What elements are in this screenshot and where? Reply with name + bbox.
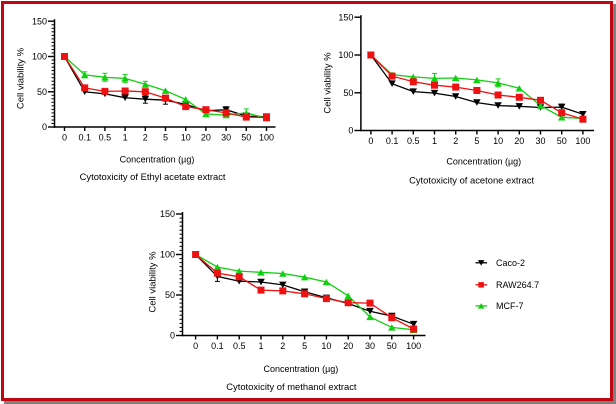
svg-text:0: 0 <box>42 122 47 132</box>
svg-text:150: 150 <box>338 12 353 22</box>
svg-text:100: 100 <box>406 341 421 351</box>
svg-text:30: 30 <box>365 341 375 351</box>
svg-text:0: 0 <box>368 136 373 146</box>
svg-text:10: 10 <box>181 133 191 143</box>
svg-text:100: 100 <box>160 250 175 260</box>
svg-text:RAW264.7: RAW264.7 <box>496 280 539 290</box>
svg-text:20: 20 <box>343 341 353 351</box>
svg-text:1: 1 <box>258 341 263 351</box>
svg-text:0.1: 0.1 <box>78 133 91 143</box>
svg-text:50: 50 <box>557 136 567 146</box>
svg-text:Concentration (µg): Concentration (µg) <box>446 156 521 166</box>
svg-text:MCF-7: MCF-7 <box>496 301 524 311</box>
svg-text:10: 10 <box>321 341 331 351</box>
svg-text:50: 50 <box>165 290 175 300</box>
svg-text:100: 100 <box>32 52 47 62</box>
svg-text:0.5: 0.5 <box>233 341 246 351</box>
svg-text:50: 50 <box>343 88 353 98</box>
svg-text:10: 10 <box>493 136 503 146</box>
svg-text:5: 5 <box>163 133 168 143</box>
svg-text:2: 2 <box>453 136 458 146</box>
svg-text:2: 2 <box>143 133 148 143</box>
svg-text:Concentration (µg): Concentration (µg) <box>264 364 339 374</box>
svg-text:50: 50 <box>37 87 47 97</box>
svg-text:0: 0 <box>348 126 353 136</box>
svg-text:20: 20 <box>514 136 524 146</box>
svg-text:Caco-2: Caco-2 <box>496 258 525 268</box>
svg-text:0.5: 0.5 <box>99 133 112 143</box>
svg-text:1: 1 <box>432 136 437 146</box>
svg-text:0.1: 0.1 <box>386 136 399 146</box>
svg-text:100: 100 <box>338 50 353 60</box>
svg-text:0.5: 0.5 <box>407 136 420 146</box>
svg-text:150: 150 <box>32 16 47 26</box>
svg-text:50: 50 <box>241 133 251 143</box>
svg-text:Cell viability %: Cell viability % <box>16 47 27 109</box>
svg-text:0.1: 0.1 <box>211 341 224 351</box>
svg-text:0: 0 <box>193 341 198 351</box>
svg-text:Cell viability %: Cell viability % <box>148 251 159 313</box>
svg-text:30: 30 <box>535 136 545 146</box>
svg-text:30: 30 <box>221 133 231 143</box>
svg-text:Cytotoxicity of acetone extrac: Cytotoxicity of acetone extract <box>409 175 534 186</box>
svg-text:5: 5 <box>302 341 307 351</box>
svg-text:0: 0 <box>62 133 67 143</box>
svg-text:2: 2 <box>280 341 285 351</box>
svg-text:1: 1 <box>123 133 128 143</box>
svg-text:100: 100 <box>575 136 590 146</box>
svg-text:150: 150 <box>160 209 175 219</box>
svg-text:50: 50 <box>387 341 397 351</box>
svg-text:0: 0 <box>170 331 175 341</box>
svg-text:5: 5 <box>474 136 479 146</box>
svg-text:Cytotoxicity of Ethyl acetate: Cytotoxicity of Ethyl acetate extract <box>80 171 226 182</box>
svg-text:Cell viability %: Cell viability % <box>323 52 334 114</box>
svg-text:Cytotoxicity of methanol extra: Cytotoxicity of methanol extract <box>226 381 357 392</box>
svg-text:20: 20 <box>201 133 211 143</box>
svg-text:Concentration (µg): Concentration (µg) <box>120 155 195 165</box>
svg-text:100: 100 <box>259 133 274 143</box>
